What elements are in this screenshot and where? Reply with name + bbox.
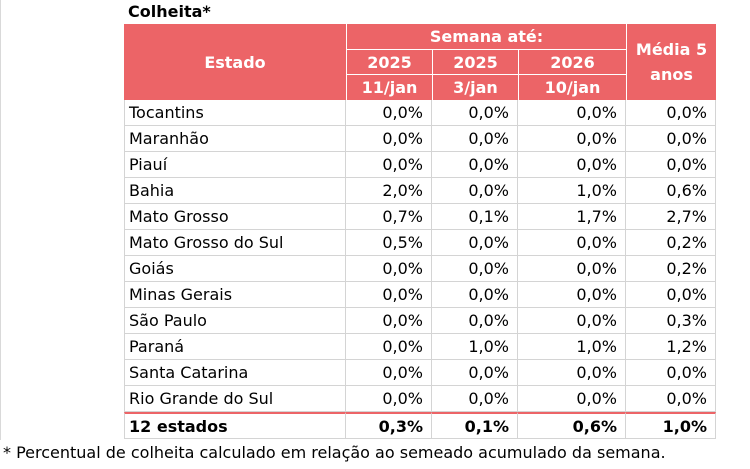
row-value: 0,0% (518, 308, 626, 334)
row-value: 0,1% (432, 204, 518, 230)
row-estado: São Paulo (124, 308, 346, 334)
row-value: 2,0% (346, 178, 432, 204)
row-value: 0,0% (626, 386, 716, 412)
row-value: 0,0% (346, 100, 432, 126)
row-value: 1,0% (432, 334, 518, 360)
row-value: 0,5% (346, 230, 432, 256)
row-value: 0,0% (432, 100, 518, 126)
row-value: 0,0% (518, 386, 626, 412)
header-semana: Semana até: (346, 24, 626, 50)
header-year: 2025 (432, 50, 518, 75)
footnote: * Percentual de colheita calculado em re… (3, 443, 666, 462)
row-value: 2,7% (626, 204, 716, 230)
total-value: 0,1% (432, 412, 518, 439)
row-value: 0,0% (626, 282, 716, 308)
row-value: 0,0% (518, 230, 626, 256)
row-value: 0,0% (626, 152, 716, 178)
row-value: 0,0% (518, 256, 626, 282)
sheet-left-border (0, 0, 1, 440)
row-value: 0,0% (626, 126, 716, 152)
row-value: 0,3% (626, 308, 716, 334)
row-value: 0,0% (432, 360, 518, 386)
total-value: 1,0% (626, 412, 716, 439)
row-value: 1,7% (518, 204, 626, 230)
row-value: 0,0% (518, 360, 626, 386)
row-estado: Goiás (124, 256, 346, 282)
header-date: 10/jan (518, 75, 626, 100)
row-value: 1,0% (518, 178, 626, 204)
row-value: 0,2% (626, 230, 716, 256)
row-value: 1,0% (518, 334, 626, 360)
table-title: Colheita* (128, 2, 211, 21)
total-label: 12 estados (124, 412, 346, 439)
row-value: 0,0% (346, 126, 432, 152)
row-estado: Mato Grosso (124, 204, 346, 230)
row-estado: Minas Gerais (124, 282, 346, 308)
row-value: 0,0% (346, 152, 432, 178)
row-estado: Tocantins (124, 100, 346, 126)
header-date: 11/jan (346, 75, 432, 100)
row-value: 0,6% (626, 178, 716, 204)
row-value: 0,0% (432, 152, 518, 178)
row-value: 0,0% (432, 308, 518, 334)
row-estado: Piauí (124, 152, 346, 178)
row-estado: Rio Grande do Sul (124, 386, 346, 412)
row-value: 0,0% (518, 126, 626, 152)
row-value: 0,0% (346, 256, 432, 282)
row-value: 0,0% (432, 178, 518, 204)
row-value: 0,0% (346, 308, 432, 334)
header-year: 2025 (346, 50, 432, 75)
row-value: 0,2% (626, 256, 716, 282)
row-value: 0,0% (626, 100, 716, 126)
row-value: 0,0% (626, 360, 716, 386)
header-date: 3/jan (432, 75, 518, 100)
row-value: 0,0% (432, 126, 518, 152)
harvest-table: Estado Semana até: Média 5 anos 2025 202… (124, 24, 716, 439)
row-value: 0,0% (518, 152, 626, 178)
row-value: 1,2% (626, 334, 716, 360)
row-value: 0,0% (432, 282, 518, 308)
row-estado: Mato Grosso do Sul (124, 230, 346, 256)
row-value: 0,0% (346, 282, 432, 308)
row-value: 0,0% (432, 386, 518, 412)
total-value: 0,6% (518, 412, 626, 439)
row-value: 0,0% (346, 334, 432, 360)
header-media: Média 5 anos (626, 24, 716, 100)
row-value: 0,0% (432, 256, 518, 282)
header-year: 2026 (518, 50, 626, 75)
row-estado: Santa Catarina (124, 360, 346, 386)
row-value: 0,0% (346, 386, 432, 412)
row-value: 0,0% (346, 360, 432, 386)
total-value: 0,3% (346, 412, 432, 439)
header-estado: Estado (124, 24, 346, 100)
row-value: 0,0% (518, 100, 626, 126)
row-value: 0,0% (518, 282, 626, 308)
row-estado: Maranhão (124, 126, 346, 152)
row-value: 0,0% (432, 230, 518, 256)
row-estado: Bahia (124, 178, 346, 204)
row-estado: Paraná (124, 334, 346, 360)
row-value: 0,7% (346, 204, 432, 230)
